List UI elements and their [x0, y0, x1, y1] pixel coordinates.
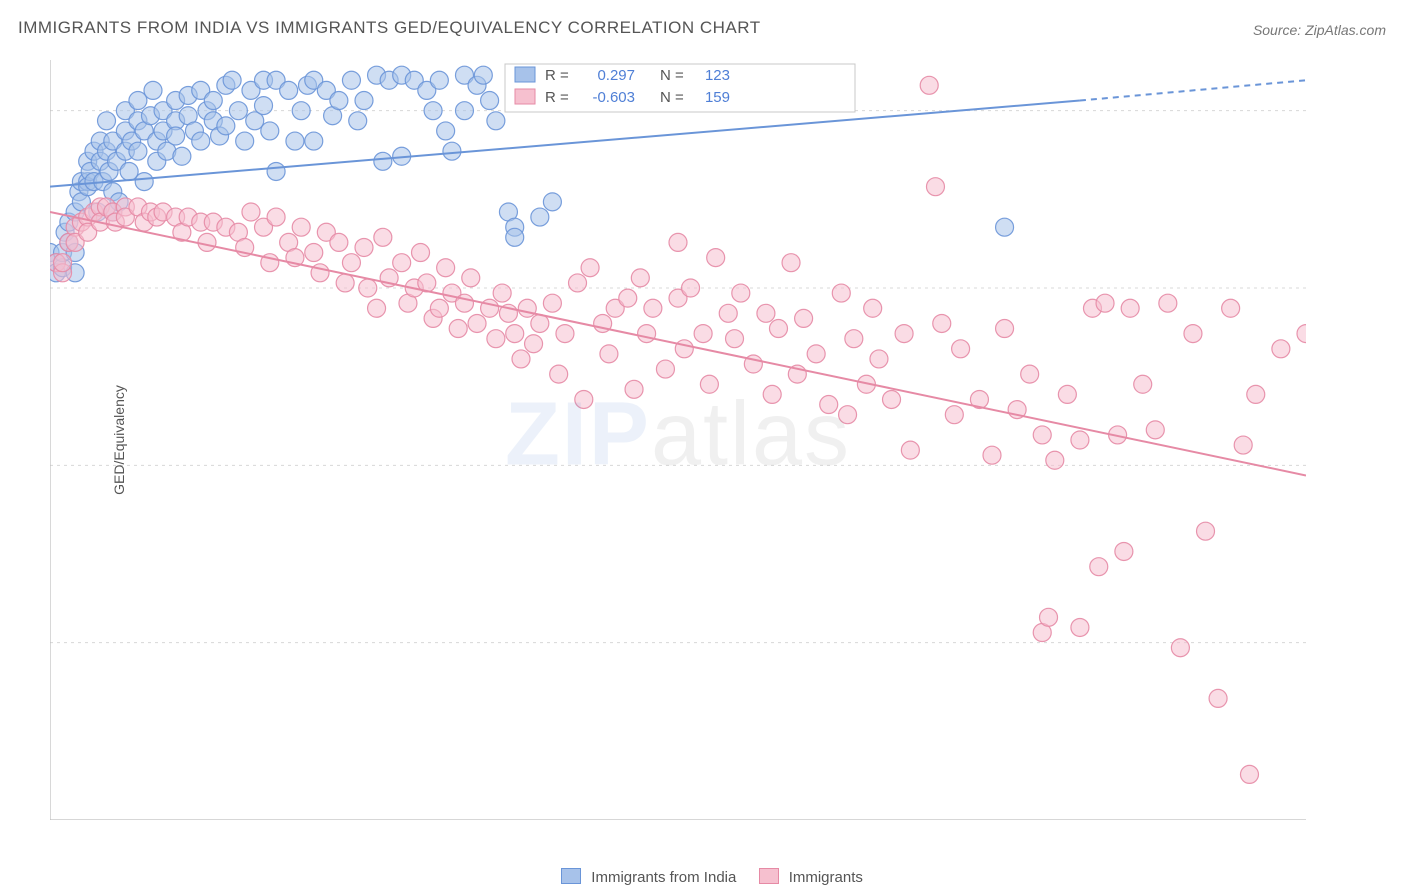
- svg-text:0.297: 0.297: [597, 67, 635, 84]
- svg-text:R =: R =: [545, 67, 569, 84]
- legend-label-india: Immigrants from India: [591, 869, 736, 886]
- svg-text:123: 123: [705, 67, 730, 84]
- scatter-plot: 47.5%65.0%82.5%100.0%0.0%100.0%R =0.297N…: [50, 60, 1306, 820]
- legend-swatch-immigrants: [759, 868, 779, 884]
- svg-text:N =: N =: [660, 89, 684, 106]
- source-label: Source: ZipAtlas.com: [1253, 22, 1386, 38]
- svg-text:R =: R =: [545, 89, 569, 106]
- y-axis-label: GED/Equivalency: [111, 385, 127, 495]
- chart-area: GED/Equivalency ZIPatlas 47.5%65.0%82.5%…: [50, 60, 1306, 820]
- svg-text:-0.603: -0.603: [592, 89, 635, 106]
- svg-text:159: 159: [705, 89, 730, 106]
- chart-title: IMMIGRANTS FROM INDIA VS IMMIGRANTS GED/…: [18, 18, 761, 38]
- bottom-legend: Immigrants from India Immigrants: [0, 868, 1406, 886]
- legend-label-immigrants: Immigrants: [789, 869, 863, 886]
- svg-text:N =: N =: [660, 67, 684, 84]
- legend-swatch-india: [561, 868, 581, 884]
